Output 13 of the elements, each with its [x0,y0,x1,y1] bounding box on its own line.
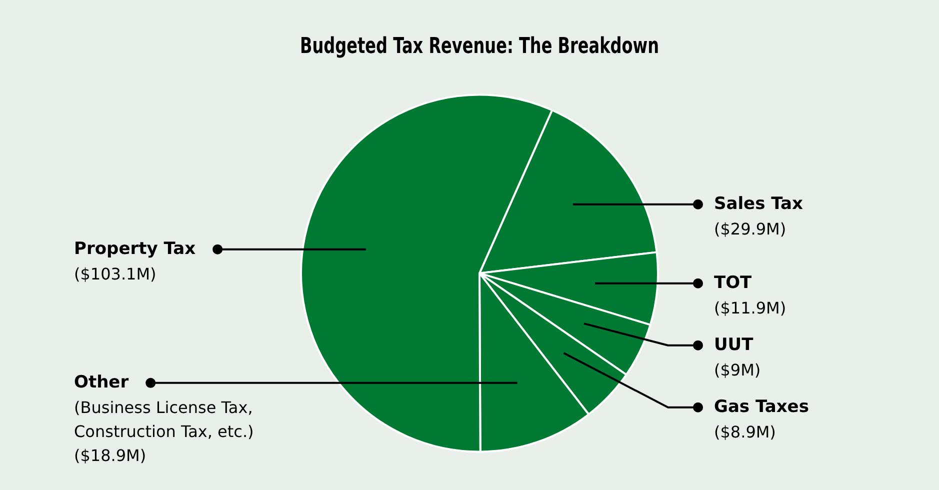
data-label: ($29.9M) [714,220,786,239]
slice-label: Property Tax [74,238,196,259]
slice-label: Other [74,372,130,392]
slice-label: TOT [714,272,752,293]
chart-title: Budgeted Tax Revenue: The Breakdown [300,32,659,59]
data-label: ($9M) [714,360,761,380]
slice-label: Sales Tax [714,194,803,214]
data-label: ($8.9M) [714,422,776,442]
data-label: ($103.1M) [74,264,156,284]
slice-label: Gas Taxes [714,396,809,417]
data-label: ($11.9M) [714,298,786,318]
data-label: (Business License Tax, Construction Tax, etc.) ($18.9M) [74,398,254,466]
slice-label: UUT [714,334,754,355]
